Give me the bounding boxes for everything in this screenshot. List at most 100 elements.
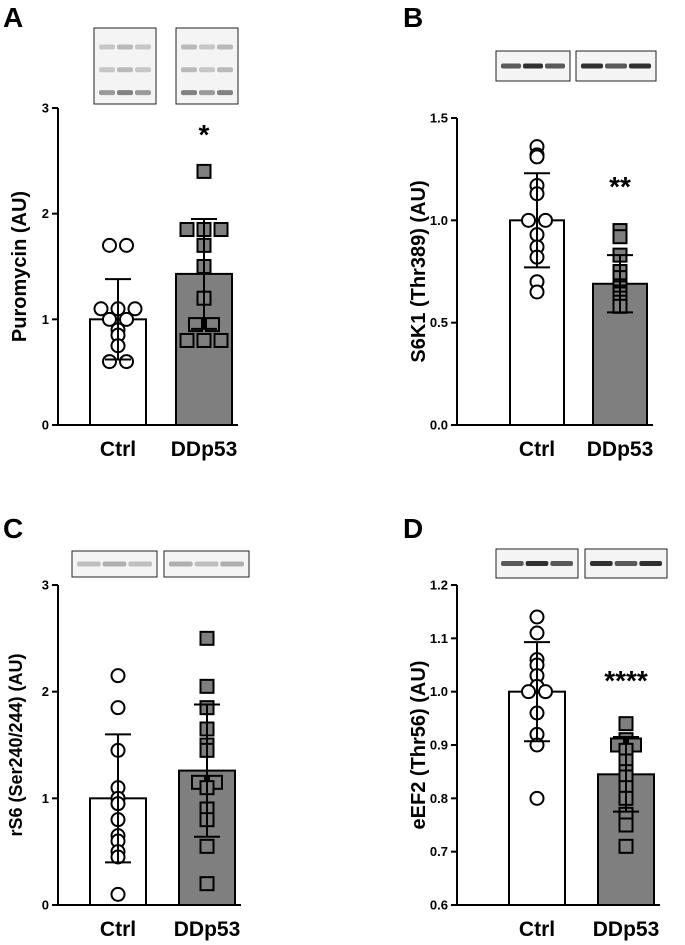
error-bar-ddp53	[194, 703, 220, 838]
blot-band	[128, 561, 152, 567]
blot-band	[217, 44, 233, 50]
error-bar-ctrl	[105, 733, 131, 864]
error-bar-ctrl	[105, 278, 131, 361]
blot-band	[169, 561, 193, 567]
y-tick-label: 0.8	[430, 791, 448, 806]
blot-band	[99, 67, 115, 73]
blot-band	[77, 561, 101, 567]
data-point-ctrl	[110, 700, 126, 716]
error-bar-ddp53	[607, 254, 633, 314]
blot-band	[629, 63, 651, 69]
blot-image-ctrl	[71, 550, 158, 578]
x-category-label: Ctrl	[100, 438, 136, 461]
data-point-ctrl	[529, 609, 545, 625]
blot-band	[99, 44, 115, 50]
data-point-ddp53	[213, 332, 229, 348]
data-point-ctrl	[529, 790, 545, 806]
blot-image-ctrl	[495, 50, 571, 82]
x-category-label: DDp53	[587, 438, 654, 461]
data-point-ddp53	[213, 222, 229, 238]
data-point-ctrl	[119, 237, 134, 253]
data-point-ctrl	[521, 212, 536, 228]
panel-letter-c: C	[3, 513, 23, 544]
data-point-ddp53	[196, 332, 212, 348]
data-point-ctrl	[119, 354, 134, 370]
blot-band	[605, 63, 627, 69]
y-tick-label: 1.5	[430, 111, 448, 126]
blot-band	[199, 44, 215, 50]
x-category-label: DDp53	[593, 918, 660, 941]
blot-band	[501, 561, 524, 566]
blot-band	[550, 561, 573, 566]
blot-band	[220, 561, 244, 567]
data-point-ctrl	[110, 668, 126, 684]
data-point-ctrl	[529, 625, 545, 641]
x-category-label: DDp53	[171, 438, 238, 461]
blot-band	[117, 44, 133, 50]
y-tick-label: 1	[42, 791, 49, 806]
data-point-ctrl	[127, 301, 143, 317]
x-category-label: Ctrl	[519, 438, 555, 461]
y-tick-label: 1	[42, 312, 49, 327]
data-point-ctrl	[529, 284, 545, 300]
data-point-ctrl	[538, 684, 553, 700]
y-tick-label: 0.7	[430, 844, 448, 859]
blot-band	[525, 561, 549, 566]
blot-band	[523, 63, 543, 69]
panel-d: 0.6 0.7 0.8 0.9 1.0 1.1 1.2 eEF2 (Thr56) (AU) Ct…	[408, 548, 668, 941]
blot-image-ddp53	[575, 50, 657, 82]
y-tick-label: 2	[42, 206, 49, 221]
y-tick-label: 0	[42, 418, 49, 433]
data-point-ddp53	[179, 332, 195, 348]
y-tick-label: 0.9	[430, 738, 448, 753]
data-point-ddp53	[618, 838, 634, 854]
blot-band	[639, 561, 662, 566]
panel-a: 0 1 2 3 Puromycin (AU) Ctrl DDp53 *	[9, 27, 239, 461]
panel-b: 0.0 0.5 1.0 1.5 S6K1 (Thr389) (AU) Ctrl DDp53 *…	[408, 50, 657, 461]
data-point-ddp53	[618, 817, 634, 833]
error-bar-ctrl	[524, 172, 550, 269]
y-tick-label: 3	[42, 101, 49, 116]
error-bar-ctrl	[524, 641, 550, 743]
error-bar-ddp53	[613, 736, 639, 813]
data-point-ddp53	[199, 678, 215, 694]
data-point-ctrl	[102, 311, 117, 327]
data-point-ctrl	[110, 886, 126, 902]
data-point-ctrl	[102, 354, 117, 370]
data-point-ctrl	[119, 311, 134, 327]
blot-band	[199, 90, 215, 96]
x-category-label: DDp53	[174, 918, 241, 941]
significance-marker: *	[199, 119, 210, 150]
y-tick-label: 0	[42, 898, 49, 913]
y-axis-label: rS6 (Ser240/244) (AU)	[6, 653, 26, 836]
blot-band	[194, 561, 219, 567]
data-point-ctrl	[538, 212, 553, 228]
y-tick-label: 3	[42, 578, 49, 593]
data-point-ctrl	[93, 301, 109, 317]
blot-band	[102, 561, 127, 567]
data-point-ddp53	[199, 838, 215, 854]
blot-image-ctrl	[93, 27, 157, 105]
panel-c: 0 1 2 3 rS6 (Ser240/244) (AU) Ctrl DDp53	[6, 550, 250, 941]
blot-band	[199, 67, 215, 73]
blot-band	[135, 44, 151, 50]
y-tick-label: 1.1	[430, 631, 448, 646]
blot-band	[590, 561, 613, 566]
panel-letter-d: D	[403, 513, 423, 544]
blot-band	[117, 90, 133, 96]
data-point-ctrl	[529, 149, 545, 165]
blot-band	[117, 67, 133, 73]
blot-band	[135, 67, 151, 73]
data-point-ddp53	[612, 229, 628, 245]
blot-image-ddp53	[584, 548, 668, 579]
data-point-ddp53	[199, 876, 215, 892]
blot-band	[217, 67, 233, 73]
blot-image-ddp53	[175, 27, 239, 105]
y-tick-label: 0.0	[430, 418, 448, 433]
blot-image-ctrl	[495, 548, 579, 579]
panels-group: 0 1 2 3 Puromycin (AU) Ctrl DDp53 * 0.0 0.5 1.0 1.5…	[6, 27, 668, 941]
blot-band	[181, 44, 197, 50]
data-point-ddp53	[199, 630, 215, 646]
data-point-ddp53	[179, 222, 195, 238]
